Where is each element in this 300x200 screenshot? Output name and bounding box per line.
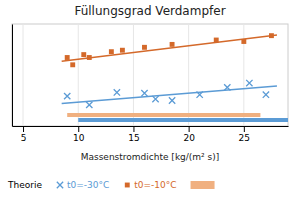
grid-line — [133, 24, 134, 126]
point — [81, 52, 86, 57]
trend-line — [62, 86, 277, 103]
x-axis-title: Massenstromdichte [kg/(m² s)] — [81, 152, 220, 162]
legend-label: t0=-10°C — [134, 180, 176, 190]
range-bar — [78, 118, 288, 122]
point — [246, 80, 252, 86]
legend-label: t0=-30°C — [67, 180, 109, 190]
legend-swatch — [191, 181, 215, 189]
point — [65, 55, 70, 60]
point — [142, 45, 147, 50]
grid — [23, 24, 244, 126]
legend-label: Theorie — [7, 180, 42, 190]
x-tick-label: 5 — [21, 133, 27, 143]
x-tick: 15 — [128, 126, 139, 143]
x-tick-mark — [133, 126, 134, 132]
chart: Füllungsgrad Verdampfer 5 10 15 20 25 Massenst… — [0, 0, 300, 200]
trend-line — [62, 35, 277, 61]
x-tick-label: 25 — [239, 133, 250, 143]
x-tick-mark — [189, 126, 190, 132]
point — [263, 91, 269, 97]
plot-frame — [12, 24, 288, 126]
title: Füllungsgrad Verdampfer — [74, 4, 225, 18]
point — [170, 42, 175, 47]
point — [197, 91, 203, 97]
point — [269, 33, 274, 38]
x-tick-mark — [78, 126, 79, 132]
x-tick-mark — [244, 126, 245, 132]
point — [224, 84, 230, 90]
x-tick: 10 — [73, 126, 85, 143]
point — [152, 96, 158, 102]
x-tick: 5 — [21, 126, 27, 143]
grid-line — [188, 24, 189, 126]
x-tick: 25 — [239, 126, 250, 143]
point — [70, 62, 75, 67]
grid-line — [78, 24, 79, 126]
range-bar — [67, 113, 260, 117]
legend-marker — [57, 182, 63, 188]
point — [86, 102, 92, 108]
y-axis — [12, 25, 13, 127]
x-tick-label: 10 — [73, 133, 85, 143]
point — [141, 90, 147, 96]
point — [64, 93, 70, 99]
point — [241, 39, 246, 44]
point — [120, 48, 125, 53]
x-tick: 20 — [183, 126, 195, 143]
x-tick-label: 20 — [183, 133, 195, 143]
x-tick-mark — [23, 126, 24, 132]
point — [87, 55, 92, 60]
point — [109, 49, 114, 54]
scatter-series — [65, 33, 274, 67]
x-tick-label: 15 — [128, 133, 139, 143]
x-axis: 5 10 15 20 25 — [13, 126, 289, 143]
legend: Theorie t0=-30°C t0=-10°C — [7, 180, 215, 190]
point — [114, 89, 120, 95]
y-axis-line — [12, 25, 13, 127]
point — [214, 38, 219, 43]
legend-marker — [125, 183, 130, 188]
plot-marks — [62, 33, 288, 122]
grid-line — [23, 24, 24, 126]
point — [169, 97, 175, 103]
x-axis-line — [13, 126, 289, 127]
scatter-series — [64, 80, 269, 108]
